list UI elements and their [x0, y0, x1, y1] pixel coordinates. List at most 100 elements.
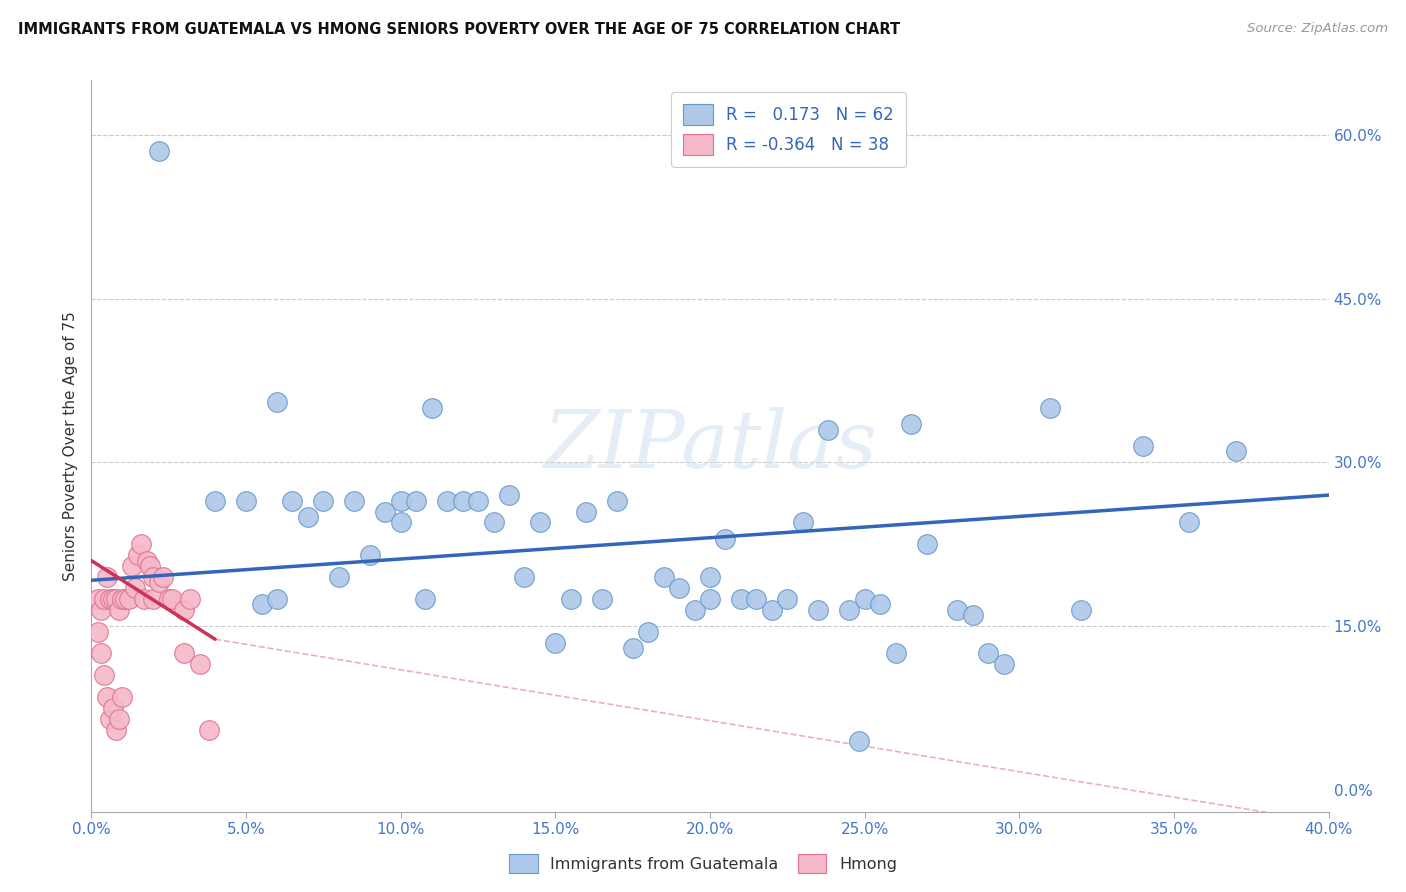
- Point: [96, 570, 118, 584]
- Point: [946, 603, 969, 617]
- Text: ZIPatlas: ZIPatlas: [543, 408, 877, 484]
- Point: [281, 493, 304, 508]
- Point: [297, 510, 319, 524]
- Point: [529, 516, 551, 530]
- Point: [108, 712, 131, 726]
- Point: [560, 591, 582, 606]
- Text: Source: ZipAtlas.com: Source: ZipAtlas.com: [1247, 22, 1388, 36]
- Point: [121, 559, 143, 574]
- Point: [179, 591, 201, 606]
- Point: [637, 624, 659, 639]
- Point: [374, 504, 396, 518]
- Point: [328, 570, 350, 584]
- Point: [838, 603, 860, 617]
- Point: [420, 401, 443, 415]
- Point: [86, 624, 108, 639]
- Point: [148, 575, 170, 590]
- Point: [86, 591, 108, 606]
- Point: [105, 723, 128, 737]
- Point: [699, 591, 721, 606]
- Point: [173, 647, 195, 661]
- Point: [745, 591, 768, 606]
- Point: [544, 635, 567, 649]
- Point: [343, 493, 366, 508]
- Point: [513, 570, 536, 584]
- Point: [90, 603, 112, 617]
- Point: [98, 591, 121, 606]
- Point: [93, 668, 115, 682]
- Point: [148, 145, 170, 159]
- Point: [884, 647, 907, 661]
- Point: [1178, 516, 1201, 530]
- Point: [204, 493, 226, 508]
- Point: [467, 493, 489, 508]
- Point: [699, 570, 721, 584]
- Point: [761, 603, 783, 617]
- Point: [415, 591, 437, 606]
- Point: [621, 640, 644, 655]
- Point: [266, 591, 288, 606]
- Point: [1132, 439, 1154, 453]
- Point: [915, 537, 938, 551]
- Point: [101, 591, 124, 606]
- Point: [900, 417, 922, 432]
- Point: [98, 712, 121, 726]
- Point: [1039, 401, 1062, 415]
- Point: [136, 554, 159, 568]
- Point: [142, 591, 165, 606]
- Point: [117, 591, 139, 606]
- Point: [436, 493, 458, 508]
- Point: [188, 657, 211, 672]
- Point: [807, 603, 830, 617]
- Point: [1225, 444, 1247, 458]
- Point: [266, 395, 288, 409]
- Point: [127, 548, 149, 562]
- Point: [591, 591, 613, 606]
- Point: [173, 603, 195, 617]
- Point: [792, 516, 814, 530]
- Point: [575, 504, 598, 518]
- Point: [111, 690, 134, 704]
- Point: [235, 493, 257, 508]
- Point: [129, 537, 152, 551]
- Point: [405, 493, 427, 508]
- Point: [114, 591, 136, 606]
- Point: [817, 423, 839, 437]
- Point: [132, 591, 155, 606]
- Point: [714, 532, 737, 546]
- Point: [389, 516, 412, 530]
- Point: [853, 591, 876, 606]
- Point: [250, 597, 273, 611]
- Y-axis label: Seniors Poverty Over the Age of 75: Seniors Poverty Over the Age of 75: [63, 311, 79, 581]
- Point: [105, 591, 128, 606]
- Point: [124, 581, 146, 595]
- Legend: R =   0.173   N = 62, R = -0.364   N = 38: R = 0.173 N = 62, R = -0.364 N = 38: [672, 92, 905, 167]
- Point: [1070, 603, 1092, 617]
- Point: [652, 570, 675, 584]
- Point: [142, 570, 165, 584]
- Point: [93, 591, 115, 606]
- Point: [139, 559, 162, 574]
- Point: [683, 603, 706, 617]
- Point: [498, 488, 520, 502]
- Point: [730, 591, 752, 606]
- Point: [96, 690, 118, 704]
- Point: [157, 591, 180, 606]
- Text: IMMIGRANTS FROM GUATEMALA VS HMONG SENIORS POVERTY OVER THE AGE OF 75 CORRELATIO: IMMIGRANTS FROM GUATEMALA VS HMONG SENIO…: [18, 22, 900, 37]
- Point: [482, 516, 505, 530]
- Point: [152, 570, 174, 584]
- Point: [977, 647, 1000, 661]
- Point: [359, 548, 381, 562]
- Point: [108, 603, 131, 617]
- Point: [962, 608, 984, 623]
- Point: [848, 733, 870, 747]
- Point: [111, 591, 134, 606]
- Point: [606, 493, 628, 508]
- Point: [993, 657, 1015, 672]
- Point: [160, 591, 183, 606]
- Point: [869, 597, 891, 611]
- Point: [312, 493, 335, 508]
- Point: [451, 493, 474, 508]
- Point: [389, 493, 412, 508]
- Point: [101, 701, 124, 715]
